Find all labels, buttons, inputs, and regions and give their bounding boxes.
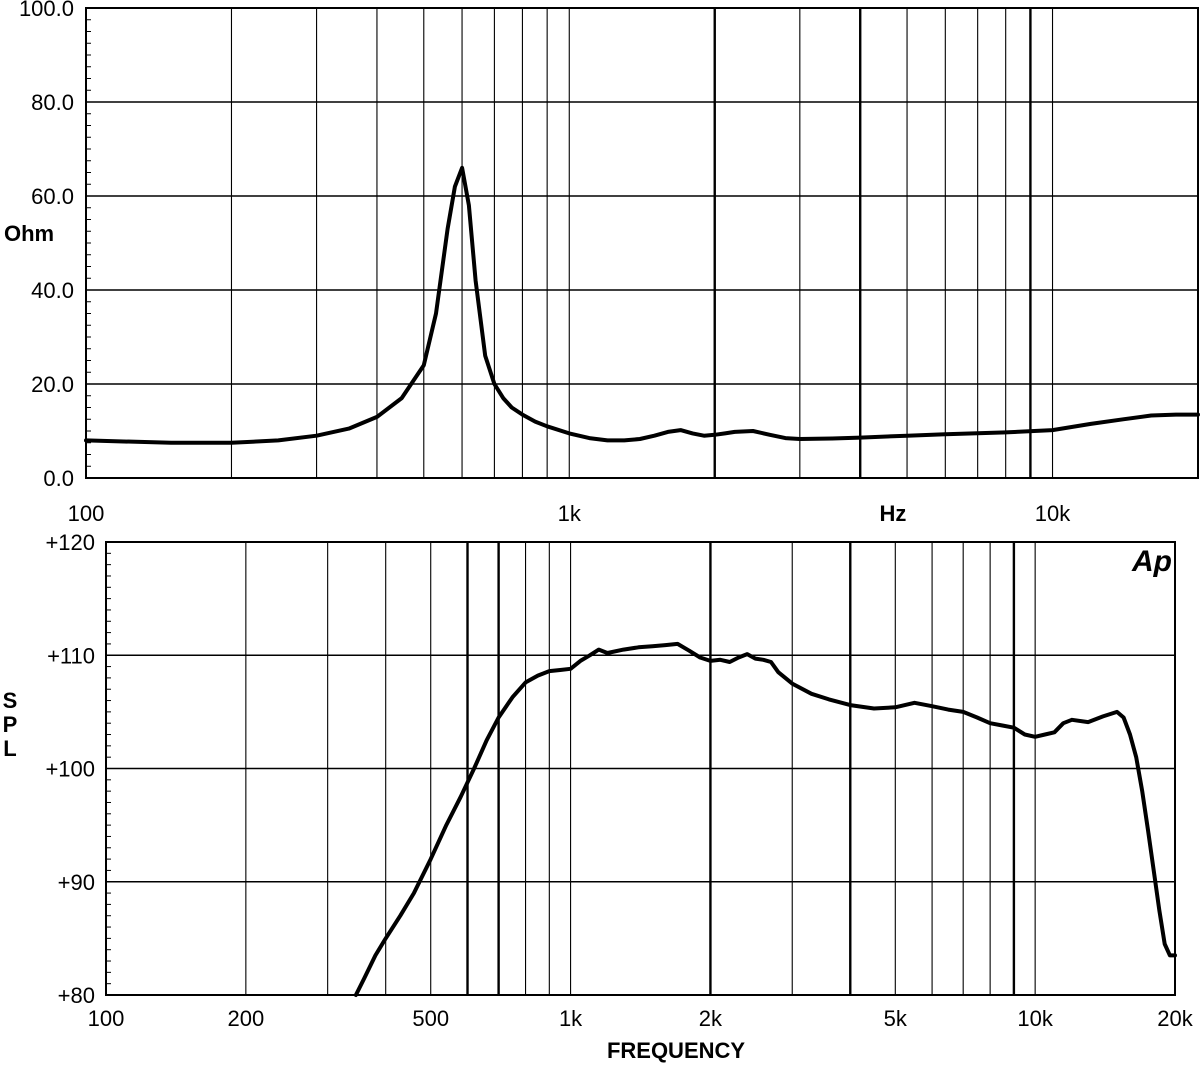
impedance-x-tick-label: 1k (558, 501, 582, 526)
impedance-plot-frame (85, 7, 1199, 479)
impedance-y-tick-label: 80.0 (31, 90, 74, 115)
spl-y-tick-label: +120 (45, 530, 95, 555)
ap-logo: Ap (1131, 545, 1172, 578)
spl-x-tick-label: 100 (88, 1006, 125, 1031)
spl-x-tick-label: 5k (884, 1006, 908, 1031)
spl-y-tick-label: +100 (45, 757, 95, 782)
spl-x-tick-label: 200 (227, 1006, 264, 1031)
spl-y-tick-label: +90 (58, 870, 95, 895)
spl-y-tick-label: +110 (47, 643, 95, 668)
spl-x-tick-label: 500 (412, 1006, 449, 1031)
impedance-chart: 0.0 20.0 40.0 60.0 80.0 100.0 100 1k 10k Ohm Hz (4, 0, 1200, 526)
impedance-x-tick-label: 10k (1035, 501, 1071, 526)
impedance-y-tick-label: 40.0 (31, 278, 74, 303)
spl-y-tick-label: +80 (58, 983, 95, 1008)
impedance-y-tick-label: 60.0 (31, 184, 74, 209)
spl-series (353, 641, 1177, 997)
spl-tick-labels: +80 +90 +100 +110 +120 100 200 500 1k 2k 5k 10k 20k (45, 530, 1193, 1031)
spl-x-tick-label: 2k (699, 1006, 723, 1031)
spl-curve (353, 641, 1177, 997)
impedance-y-tick-label: 20.0 (31, 372, 74, 397)
spl-x-tick-label: 10k (1017, 1006, 1053, 1031)
impedance-x-tick-label: 100 (68, 501, 105, 526)
spl-grid (106, 542, 1175, 995)
spl-x-tick-label: 1k (559, 1006, 583, 1031)
impedance-grid (86, 8, 1198, 478)
impedance-y-tick-label: 100.0 (19, 0, 74, 21)
impedance-curve (84, 165, 1200, 445)
impedance-y-tick-label: 0.0 (43, 466, 74, 491)
impedance-tick-labels: 0.0 20.0 40.0 60.0 80.0 100.0 100 1k 10k (19, 0, 1071, 526)
spl-x-tick-label: 20k (1157, 1006, 1193, 1031)
impedance-y-axis-title: Ohm (4, 221, 54, 246)
impedance-x-axis-unit: Hz (880, 501, 907, 526)
spl-plot-frame (105, 541, 1176, 996)
spl-x-axis-title: FREQUENCY (607, 1038, 745, 1063)
impedance-series (84, 165, 1200, 445)
